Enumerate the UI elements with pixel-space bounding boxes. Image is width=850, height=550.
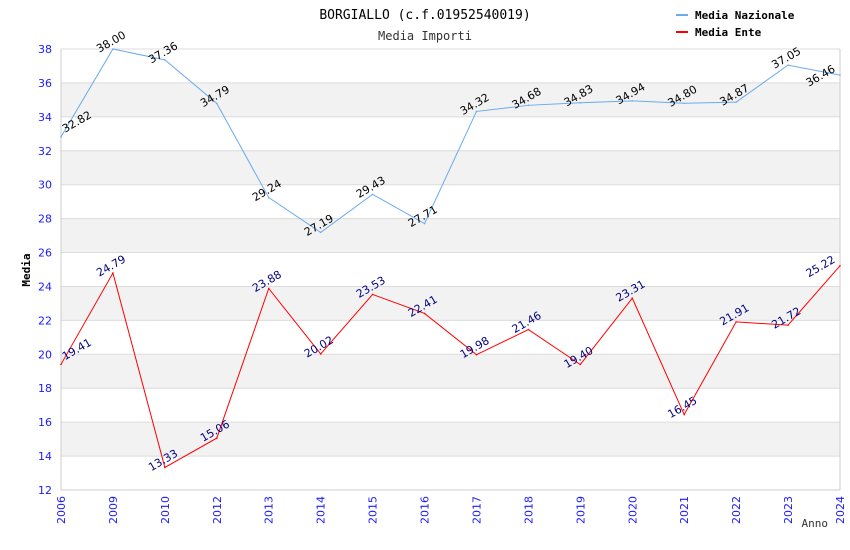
data-label: 37.36 (146, 39, 180, 66)
data-point (319, 231, 322, 234)
data-point (164, 59, 166, 61)
x-tick-label: 2017 (470, 496, 483, 524)
x-tick-label: 2023 (782, 496, 795, 524)
y-tick-label: 38 (38, 43, 52, 56)
data-point (267, 196, 270, 199)
data-point (60, 136, 62, 138)
data-point (371, 193, 374, 196)
y-axis-label: Media (20, 253, 33, 286)
y-tick-label: 12 (38, 484, 52, 497)
x-tick-label: 2021 (678, 496, 691, 524)
grid-band (61, 218, 840, 253)
data-point (423, 222, 426, 225)
y-tick-label: 26 (38, 247, 52, 260)
data-point (839, 74, 841, 76)
data-point (683, 102, 685, 105)
data-label: 16.45 (666, 394, 700, 421)
y-tick-label: 22 (38, 314, 52, 327)
x-tick-label: 2013 (263, 496, 276, 524)
chart-title: BORGIALLO (c.f.01952540019) (319, 8, 530, 23)
legend-label-nazionale: Media Nazionale (695, 9, 795, 22)
y-tick-label: 30 (38, 179, 52, 192)
x-tick-label: 2010 (159, 496, 172, 524)
data-point (112, 48, 114, 50)
data-point (787, 64, 789, 66)
x-tick-label: 2020 (626, 496, 639, 524)
y-tick-label: 14 (38, 450, 52, 463)
grid-band (61, 286, 840, 321)
data-point (839, 264, 841, 267)
y-tick-label: 24 (38, 280, 52, 293)
data-point (527, 104, 530, 107)
data-point (475, 110, 478, 113)
data-point (787, 324, 789, 326)
chart-subtitle: Media Importi (378, 29, 472, 43)
x-tick-label: 2022 (730, 496, 743, 524)
data-point (371, 293, 374, 296)
y-tick-label: 34 (38, 111, 52, 124)
data-point (475, 353, 478, 356)
data-point (683, 413, 685, 416)
data-point (60, 363, 62, 366)
data-point (267, 287, 270, 290)
x-tick-label: 2006 (55, 496, 68, 524)
y-tick-label: 32 (38, 145, 52, 158)
grid-band (61, 82, 840, 117)
data-point (579, 363, 582, 366)
x-tick-label: 2015 (367, 496, 380, 524)
data-point (112, 272, 114, 274)
x-tick-label: 2014 (315, 496, 328, 524)
data-point (631, 100, 634, 102)
legend: Media Nazionale Media Ente (670, 4, 820, 44)
legend-label-ente: Media Ente (695, 26, 762, 39)
x-tick-label: 2018 (522, 496, 535, 524)
y-tick-label: 16 (38, 416, 52, 429)
x-tick-label: 2012 (211, 496, 224, 524)
data-point (423, 312, 426, 315)
y-tick-label: 28 (38, 213, 52, 226)
data-point (164, 466, 166, 469)
data-point (216, 437, 218, 439)
data-point (579, 101, 582, 104)
series-line-nazionale (60, 48, 841, 233)
grid-band (61, 354, 840, 389)
x-tick-label: 2016 (419, 496, 432, 524)
x-tick-label: 2024 (834, 496, 847, 524)
data-point (631, 297, 634, 299)
x-axis-label: Anno (802, 517, 829, 530)
y-tick-label: 18 (38, 382, 52, 395)
grid-band (61, 422, 840, 457)
data-point (735, 321, 737, 323)
y-tick-label: 20 (38, 348, 52, 361)
data-label: 25.22 (804, 253, 838, 280)
data-point (216, 102, 218, 105)
data-point (735, 101, 737, 103)
y-tick-label: 36 (38, 77, 52, 90)
data-point (319, 353, 322, 355)
x-tick-label: 2019 (574, 496, 587, 524)
data-point (527, 328, 530, 331)
series-line-ente (60, 265, 841, 469)
x-tick-label: 2009 (107, 496, 120, 524)
